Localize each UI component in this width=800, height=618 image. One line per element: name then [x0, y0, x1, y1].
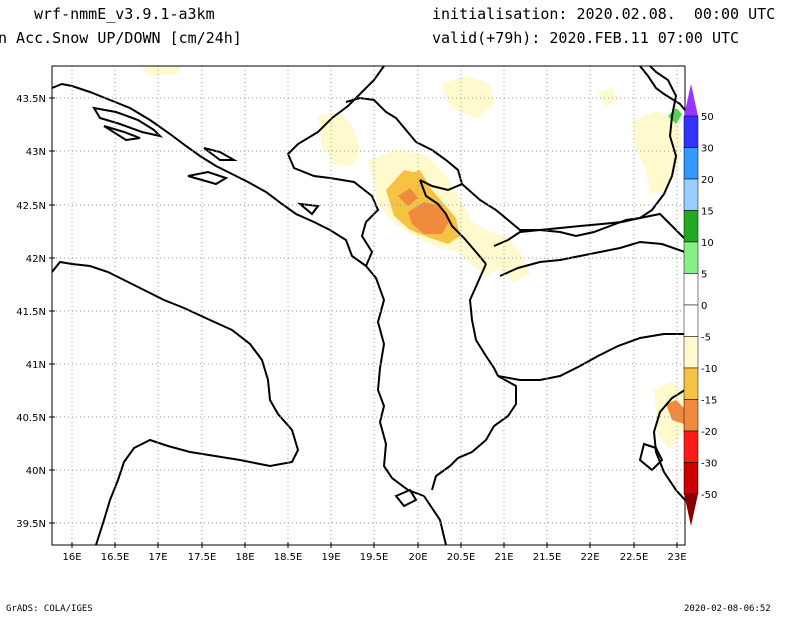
lon-tick-label: 18.5E — [274, 552, 303, 563]
colorbar-box — [683, 367, 699, 400]
colorbar-box — [683, 462, 699, 495]
model-title: wrf-nmmE_v3.9.1-a3km — [34, 5, 215, 23]
lat-tick-label: 41.5N — [16, 307, 46, 318]
colorbar-label: 5 — [701, 270, 707, 281]
lon-tick-label: 16.5E — [101, 552, 130, 563]
lat-tick-label: 42.5N — [16, 201, 46, 212]
colorbar-label: -5 — [701, 333, 711, 344]
colorbar-label: 50 — [701, 112, 714, 123]
lat-tick-label: 41N — [26, 360, 46, 371]
footer-credit: GrADS: COLA/IGES — [6, 604, 93, 614]
map-area — [52, 66, 685, 545]
lon-tick-label: 20.5E — [447, 552, 476, 563]
colorbar-label: 30 — [701, 144, 714, 155]
footer-timestamp: 2020-02-08-06:52 — [684, 604, 771, 614]
colorbar-box — [683, 430, 699, 463]
variable-title: n Acc.Snow UP/DOWN [cm/24h] — [0, 29, 242, 47]
lon-tick-label: 19E — [321, 552, 340, 563]
colorbar-label: -10 — [701, 364, 717, 375]
colorbar-arrow-bottom — [684, 494, 698, 526]
colorbar-box — [683, 241, 699, 274]
colorbar-label: -50 — [701, 490, 717, 501]
lon-axis: 16E 16.5E 17E 17.5E 18E 18.5E 19E 19.5E … — [62, 552, 686, 563]
lat-tick-label: 42N — [26, 254, 46, 265]
lon-tick-label: 19.5E — [360, 552, 389, 563]
colorbar-box — [683, 304, 699, 337]
colorbar-box — [683, 336, 699, 369]
colorbar-label: 15 — [701, 207, 714, 218]
lon-tick-label: 23E — [667, 552, 686, 563]
colorbar-box — [683, 147, 699, 180]
lon-tick-label: 18E — [235, 552, 254, 563]
colorbar-label: 20 — [701, 175, 714, 186]
lat-tick-label: 43.5N — [16, 94, 46, 105]
lon-tick-label: 22.5E — [620, 552, 649, 563]
colorbar-label: 10 — [701, 238, 714, 249]
lon-tick-label: 20E — [408, 552, 427, 563]
lon-ticks — [71, 542, 678, 548]
colorbar-label: -30 — [701, 459, 717, 470]
colorbar-label: -15 — [701, 396, 717, 407]
lat-ticks — [49, 97, 55, 524]
lon-tick-label: 22E — [580, 552, 599, 563]
lon-tick-label: 17E — [148, 552, 167, 563]
colorbar-box — [683, 115, 699, 148]
colorbar-label: -20 — [701, 427, 717, 438]
lat-tick-label: 40.5N — [16, 413, 46, 424]
lon-tick-label: 16E — [62, 552, 81, 563]
colorbar-box — [683, 273, 699, 306]
lat-tick-label: 43N — [26, 147, 46, 158]
colorbar-box — [683, 399, 699, 432]
colorbar-label: 0 — [701, 301, 707, 312]
colorbar-box — [683, 178, 699, 211]
lat-axis: 43.5N 43N 42.5N 42N 41.5N 41N 40.5N 40N … — [16, 94, 46, 530]
borders — [52, 66, 685, 545]
lon-tick-label: 21E — [494, 552, 513, 563]
lon-tick-label: 21.5E — [533, 552, 562, 563]
snow-field — [140, 66, 684, 450]
valid-time: valid(+79h): 2020.FEB.11 07:00 UTC — [432, 29, 740, 47]
grid — [52, 66, 685, 545]
init-time: initialisation: 2020.02.08. 00:00 UTC — [432, 5, 776, 23]
colorbar-box — [683, 210, 699, 243]
lat-tick-label: 39.5N — [16, 519, 46, 530]
lon-tick-label: 17.5E — [188, 552, 217, 563]
colorbar-arrow-top — [684, 84, 698, 116]
lat-tick-label: 40N — [26, 466, 46, 477]
